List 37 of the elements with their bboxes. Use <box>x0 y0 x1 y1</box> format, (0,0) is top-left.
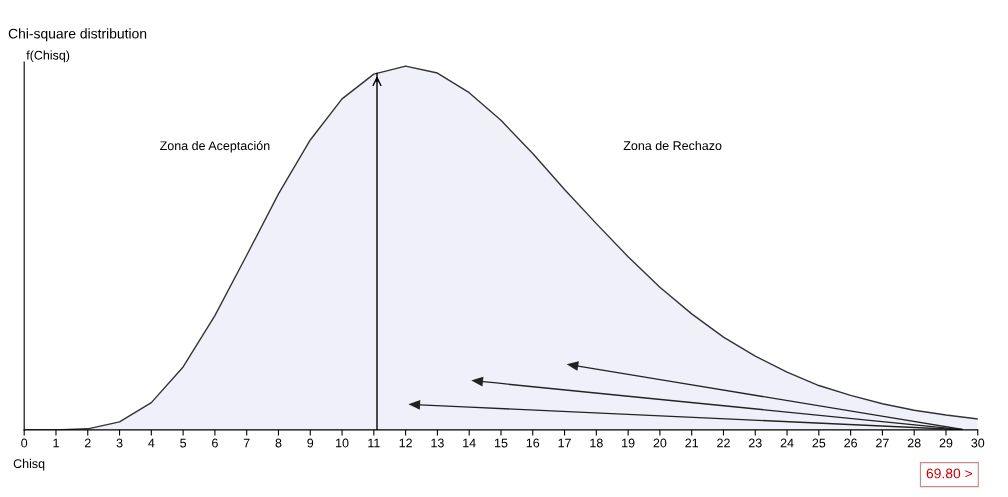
x-tick-label: 21 <box>685 438 699 448</box>
text: 69.80 > <box>926 468 973 479</box>
x-tick-label: 14 <box>463 438 476 448</box>
chart-title: Chi-square distribution <box>8 28 147 42</box>
x-tick-label: 20 <box>653 438 667 448</box>
x-tick-label: 4 <box>148 438 155 448</box>
x-tick-label: 10 <box>336 438 349 448</box>
x-tick-label: 3 <box>116 438 123 448</box>
x-tick-label: 26 <box>844 438 858 448</box>
x-tick-label: 19 <box>622 438 635 448</box>
x-tick-label: 6 <box>212 438 218 448</box>
annotation: Zona de Rechazo <box>623 140 722 151</box>
x-tick-label: 8 <box>275 438 282 448</box>
x-tick-label: 13 <box>431 438 444 448</box>
x-tick-label: 25 <box>812 438 826 448</box>
annotation: Zona de Aceptación <box>160 140 270 153</box>
x-tick-label: 12 <box>399 438 412 448</box>
x-tick-label: 27 <box>876 438 889 448</box>
x-tick-label: 29 <box>939 438 953 448</box>
x-tick-label: 22 <box>717 438 730 448</box>
x-tick-label: 11 <box>368 438 380 448</box>
x-tick-label: 30 <box>971 438 985 448</box>
x-tick-label: 17 <box>558 438 571 448</box>
x-tick-label: 5 <box>180 438 187 448</box>
x-tick-label: 2 <box>84 438 91 448</box>
x-tick-label: 7 <box>243 438 250 448</box>
x-tick-label: 23 <box>748 438 762 448</box>
y-axis-title: f(Chisq) <box>26 50 70 63</box>
x-tick-label: 28 <box>907 438 921 448</box>
x-tick-label: 18 <box>590 438 603 448</box>
x-tick-label: 9 <box>307 438 314 448</box>
x-tick-label: 24 <box>780 438 794 448</box>
x-axis-title: Chisq <box>13 458 45 471</box>
x-tick-label: 1 <box>53 438 59 448</box>
x-tick-label: 15 <box>494 438 508 448</box>
x-tick-label: 0 <box>21 438 28 448</box>
x-tick-label: 16 <box>526 438 540 448</box>
